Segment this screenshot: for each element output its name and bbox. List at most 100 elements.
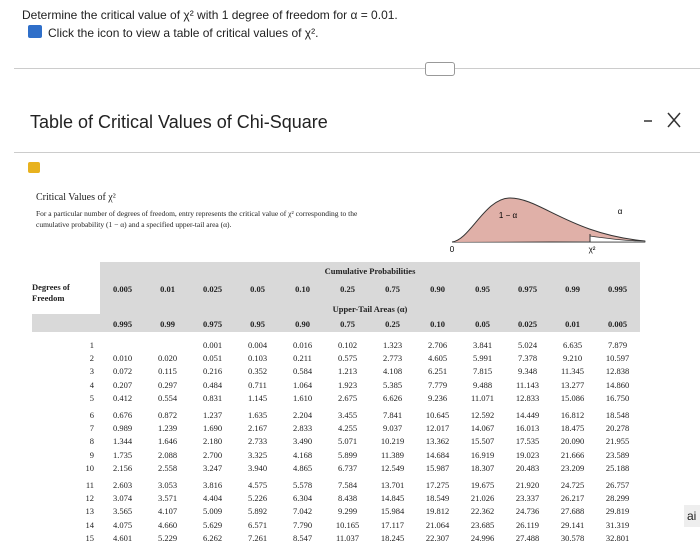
table-cell: 7.584 (337, 480, 358, 490)
question-link[interactable]: Click the icon to view a table of critic… (48, 26, 319, 40)
table-cell: 28.299 (605, 493, 630, 504)
table-cell: 18.245 (380, 532, 405, 543)
table-cell: 0.676 (112, 410, 133, 420)
distribution-graph: 1 − α α χ² 0 (450, 197, 646, 254)
table-cell: 7.815 (472, 366, 493, 377)
column-header: 0.99 (565, 284, 580, 294)
table-cell: 21.955 (605, 436, 630, 447)
column-header: 0.995 (112, 319, 133, 329)
table-cell: 2.733 (247, 436, 268, 447)
table-cell: 26.217 (560, 493, 585, 504)
table-cell: 3.074 (112, 493, 133, 504)
table-cell: 2.706 (427, 340, 448, 350)
table-cell: 2.773 (382, 353, 403, 364)
side-tab[interactable]: ai (684, 505, 700, 527)
table-cell: 14.845 (380, 493, 405, 504)
table-cell: 21.920 (515, 480, 540, 490)
table-cell: 3.247 (202, 462, 223, 473)
table-cell: 16.013 (515, 423, 540, 434)
table-cell: 3.571 (157, 493, 178, 504)
table-cell: 1.344 (112, 436, 133, 447)
table-cell: 0.352 (247, 366, 268, 377)
table-cell: 4.075 (112, 519, 133, 530)
help-icon[interactable] (28, 25, 42, 38)
table-cell: 20.278 (605, 423, 630, 434)
table-description: For a particular number of degrees of fr… (36, 209, 358, 229)
table-cell: 1.610 (292, 392, 313, 403)
table-cell: 0.001 (202, 340, 223, 350)
table-cell: 2.833 (292, 423, 313, 434)
table-cell: 9.037 (382, 423, 403, 434)
table-cell: 4.575 (247, 480, 268, 490)
table-cell: 10.597 (605, 353, 630, 364)
table-cell: 4.865 (292, 462, 313, 473)
table-cell: 1.145 (247, 392, 268, 403)
table-cell: 11.037 (335, 532, 360, 543)
column-header: 0.90 (295, 319, 310, 329)
table-cell: 2.603 (112, 480, 133, 490)
divider (14, 68, 700, 69)
table-cell: 23.589 (605, 449, 630, 460)
table-cell: 23.209 (560, 462, 585, 473)
table-cell: 1.690 (202, 423, 223, 434)
table-cell: 25.188 (605, 462, 630, 473)
df-label: 14 (85, 519, 95, 530)
table-cell: 0.102 (337, 340, 358, 350)
drag-handle[interactable] (425, 62, 455, 76)
df-label: 2 (89, 353, 94, 364)
table-cell: 6.251 (427, 366, 448, 377)
table-cell: 32.801 (605, 532, 630, 543)
header-text: Upper-Tail Areas (α) (332, 304, 408, 314)
table-cell: 12.549 (380, 462, 405, 473)
table-cell: 2.088 (157, 449, 178, 460)
table-cell: 0.484 (202, 379, 223, 390)
graph-label: 0 (450, 245, 455, 254)
table-cell: 2.167 (247, 423, 268, 434)
table-cell: 14.684 (425, 449, 450, 460)
df-label: 5 (89, 392, 94, 403)
table-cell: 7.879 (607, 340, 628, 350)
table-cell: 13.362 (425, 436, 450, 447)
table-cell: 1.735 (112, 449, 133, 460)
table-cell: 5.024 (517, 340, 538, 350)
graph-label: α (618, 207, 623, 216)
table-cell: 14.860 (605, 379, 630, 390)
table-cell: 2.180 (202, 436, 223, 447)
df-label: 10 (85, 462, 95, 473)
table-cell: 16.750 (605, 392, 630, 403)
table-cell: 0.016 (292, 340, 313, 350)
table-cell: 3.490 (292, 436, 313, 447)
table-cell: 21.666 (560, 449, 585, 460)
table-cell: 24.725 (560, 480, 585, 490)
table-cell: 18.548 (605, 410, 630, 420)
table-cell: 1.064 (292, 379, 313, 390)
table-cell: 22.307 (425, 532, 450, 543)
table-cell: 18.475 (560, 423, 585, 434)
table-cell: 0.207 (112, 379, 133, 390)
chi-square-table: Cumulative Probabilities Upper-Tail Areas… (32, 262, 644, 552)
table-cell: 11.143 (515, 379, 540, 390)
table-cell: 5.629 (202, 519, 223, 530)
table-cell: 12.833 (515, 392, 540, 403)
table-cell: 5.071 (337, 436, 358, 447)
table-cell: 29.819 (605, 506, 630, 517)
table-subtitle: Critical Values of χ² (36, 192, 116, 203)
table-cell: 14.449 (515, 410, 540, 420)
table-cell: 3.455 (337, 410, 358, 420)
table-cell: 24.736 (515, 506, 540, 517)
table-cell: 6.304 (292, 493, 313, 504)
column-header: 0.25 (340, 284, 355, 294)
table-cell: 6.571 (247, 519, 268, 530)
table-cell: 3.940 (247, 462, 268, 473)
df-label: 9 (89, 449, 94, 460)
table-cell: 11.345 (560, 366, 585, 377)
close-button[interactable] (667, 112, 681, 128)
table-cell: 1.635 (247, 410, 268, 420)
table-cell: 29.141 (560, 519, 585, 530)
column-header: 0.975 (517, 284, 538, 294)
table-cell: 4.108 (382, 366, 403, 377)
column-header: 0.95 (475, 284, 490, 294)
table-cell: 0.831 (202, 392, 223, 403)
table-cell: 4.601 (112, 532, 133, 543)
table-cell: 5.009 (202, 506, 223, 517)
